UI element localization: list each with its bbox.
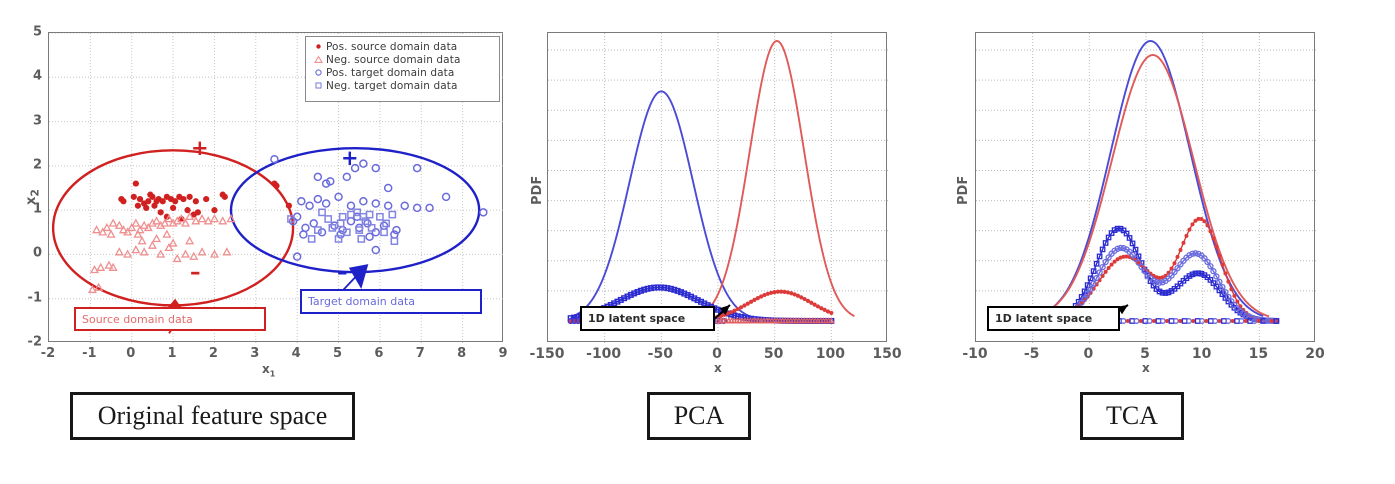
legend-row: Pos. source domain data xyxy=(310,40,494,53)
yaxis-label-pca: PDF xyxy=(530,175,545,205)
caption-text: Original feature space xyxy=(97,401,328,430)
xaxis-tick: 4 xyxy=(291,346,301,361)
xaxis-label-pca: x xyxy=(714,361,722,375)
xaxis-tick: 0 xyxy=(126,346,136,361)
legend-label: Neg. target domain data xyxy=(326,79,458,92)
tca-plot-svg xyxy=(976,33,1316,343)
yaxis-tick: 2 xyxy=(32,157,42,173)
xaxis-tick: 2 xyxy=(208,346,218,361)
yaxis-tick: 1 xyxy=(32,201,42,217)
caption-text: PCA xyxy=(673,401,725,430)
source-domain-callout-label: Source domain data xyxy=(82,312,193,326)
xaxis-tick: 5 xyxy=(1140,346,1150,362)
yaxis-tick: 3 xyxy=(32,113,42,129)
xaxis-tick: 0 xyxy=(1083,346,1094,362)
xaxis-tick: -50 xyxy=(647,346,673,362)
target-domain-callout-label: Target domain data xyxy=(308,295,415,308)
xaxis-tick: -1 xyxy=(82,346,97,361)
caption-text: TCA xyxy=(1106,401,1158,430)
legend-row: Neg. target domain data xyxy=(310,79,494,92)
xaxis-tick: 50 xyxy=(763,346,784,362)
caption-tca: TCA xyxy=(1080,392,1184,440)
xaxis-tick: 6 xyxy=(374,346,384,361)
xaxis-label-tca: x xyxy=(1142,361,1150,375)
xaxis-tick: -5 xyxy=(1023,346,1040,362)
xaxis-tick: 5 xyxy=(333,346,343,361)
legend-row: Pos. target domain data xyxy=(310,66,494,79)
pca-latent-space-callout: 1D latent space xyxy=(580,306,715,331)
yaxis-label-tca: PDF xyxy=(956,175,971,205)
legend-label: Pos. target domain data xyxy=(326,66,455,79)
plot-area-pca xyxy=(547,32,888,343)
panel-original-feature-space: Pos. source domain data Neg. source doma… xyxy=(0,0,520,484)
xaxis-tick: 0 xyxy=(712,346,722,362)
xaxis-tick: 3 xyxy=(250,346,260,361)
pos-target-circle-icon xyxy=(310,64,326,82)
xaxis-tick: -150 xyxy=(529,346,565,362)
plot-area-tca xyxy=(975,32,1316,343)
panel-tca: 1D latent space -10 -5 0 5 10 15 20 x PDF TCA xyxy=(940,0,1395,484)
legend-row: Neg. source domain data xyxy=(310,53,494,66)
legend-label: Neg. source domain data xyxy=(326,53,461,66)
source-domain-callout: Source domain data xyxy=(74,307,266,331)
xaxis-tick: 10 xyxy=(1191,346,1212,362)
yaxis-tick: 5 xyxy=(32,24,42,40)
legend-original: Pos. source domain data Neg. source doma… xyxy=(305,36,500,102)
xaxis-tick: 150 xyxy=(872,346,902,362)
xaxis-tick: 100 xyxy=(815,346,845,362)
legend-label: Pos. source domain data xyxy=(326,40,458,53)
xaxis-label-original: x1 xyxy=(262,362,276,379)
source-plus-sign: + xyxy=(191,136,209,160)
neg-source-triangle-icon xyxy=(310,51,326,69)
yaxis-tick: -1 xyxy=(27,290,42,306)
source-minus-sign: – xyxy=(190,260,201,284)
tca-latent-space-callout: 1D latent space xyxy=(987,306,1120,331)
pca-plot-svg xyxy=(548,33,888,343)
target-domain-callout: Target domain data xyxy=(300,289,482,314)
target-plus-sign: + xyxy=(341,146,359,170)
xaxis-tick: 20 xyxy=(1305,346,1325,362)
yaxis-tick: 0 xyxy=(32,245,42,261)
yaxis-tick: 4 xyxy=(32,68,42,84)
xaxis-tick: -2 xyxy=(40,346,56,361)
xaxis-tick: 8 xyxy=(457,346,467,361)
pos-source-dot-icon xyxy=(310,38,326,56)
yaxis-tick: -2 xyxy=(27,334,42,350)
xaxis-tick: 7 xyxy=(415,346,425,361)
latent-space-label: 1D latent space xyxy=(588,312,686,325)
panel-pca: 1D latent space -150 -100 -50 0 50 100 150 x P… xyxy=(520,0,940,484)
latent-space-label: 1D latent space xyxy=(995,312,1093,325)
caption-pca: PCA xyxy=(647,392,751,440)
caption-original-feature-space: Original feature space xyxy=(70,392,355,440)
target-minus-sign: – xyxy=(337,260,348,284)
neg-target-square-icon xyxy=(310,77,326,95)
xaxis-tick: -10 xyxy=(962,346,988,362)
xaxis-tick: 15 xyxy=(1248,346,1269,362)
xaxis-tick: 1 xyxy=(167,346,177,361)
xaxis-tick: 9 xyxy=(498,346,508,361)
xaxis-tick: -100 xyxy=(586,346,622,362)
yaxis-label-original: x2 xyxy=(24,189,42,205)
